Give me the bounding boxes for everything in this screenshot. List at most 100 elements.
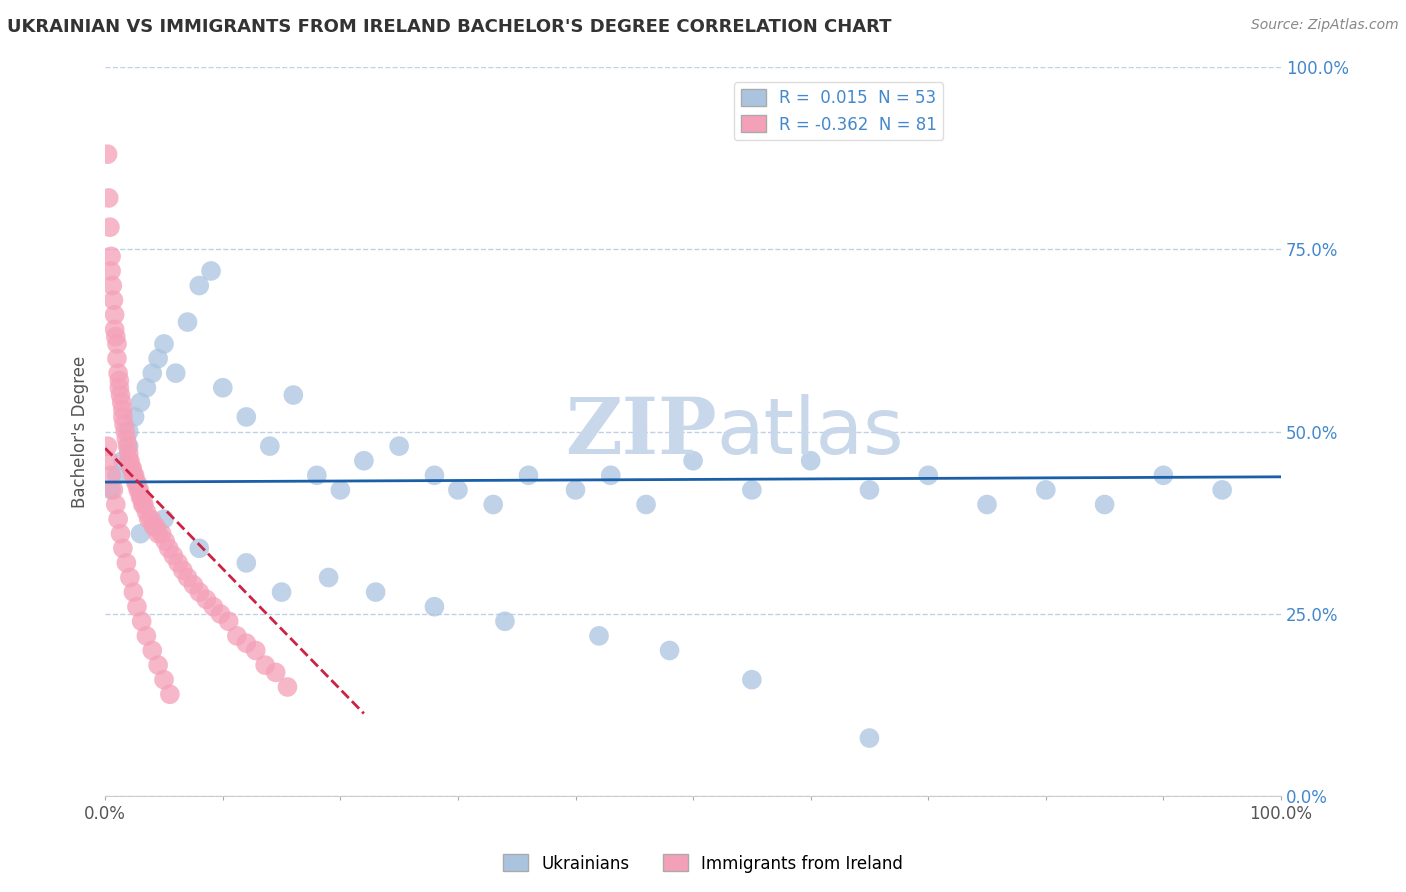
Point [115,432,138,446]
Point [125,475,148,490]
Point [276,680,298,694]
Point [270,585,292,599]
Point [97,147,120,161]
Point [482,498,505,512]
Point [165,366,187,380]
Point [124,409,146,424]
Text: ZIP: ZIP [565,393,717,469]
Point [132,498,155,512]
Point [447,483,470,497]
Point [188,278,211,293]
Point [139,512,162,526]
Point [245,643,267,657]
Point [176,570,198,584]
Point [195,592,218,607]
Point [100,468,122,483]
Point [135,505,157,519]
Point [135,629,157,643]
Legend: R =  0.015  N = 53, R = -0.362  N = 81: R = 0.015 N = 53, R = -0.362 N = 81 [734,82,943,140]
Point [114,425,136,439]
Point [146,658,169,673]
Point [128,483,150,497]
Point [976,498,998,512]
Point [153,673,176,687]
Point [517,468,540,483]
Point [150,526,173,541]
Point [132,498,155,512]
Text: Source: ZipAtlas.com: Source: ZipAtlas.com [1251,18,1399,32]
Point [100,264,122,278]
Point [364,585,387,599]
Point [564,483,586,497]
Point [118,454,141,468]
Point [118,454,141,468]
Point [118,439,141,453]
Legend: Ukrainians, Immigrants from Ireland: Ukrainians, Immigrants from Ireland [496,847,910,880]
Point [118,570,141,584]
Point [146,351,169,366]
Point [209,607,232,621]
Point [138,512,160,526]
Point [225,629,247,643]
Point [176,315,198,329]
Point [141,643,163,657]
Point [741,673,763,687]
Point [858,483,880,497]
Point [122,585,145,599]
Point [107,366,129,380]
Point [658,643,681,657]
Text: atlas: atlas [717,393,904,469]
Point [353,454,375,468]
Point [125,599,148,614]
Point [254,658,277,673]
Point [318,570,340,584]
Point [111,395,134,409]
Point [110,388,132,402]
Point [104,322,127,336]
Point [200,264,222,278]
Point [112,417,135,432]
Point [494,615,516,629]
Y-axis label: Bachelor's Degree: Bachelor's Degree [72,355,89,508]
Point [218,615,240,629]
Point [1211,483,1233,497]
Point [100,249,122,263]
Point [682,454,704,468]
Point [329,483,352,497]
Point [122,468,145,483]
Point [125,475,148,490]
Point [235,409,257,424]
Point [105,468,128,483]
Point [108,373,131,387]
Point [423,468,446,483]
Point [120,461,142,475]
Point [105,351,128,366]
Point [127,483,149,497]
Point [111,409,134,424]
Point [741,483,763,497]
Point [917,468,939,483]
Point [103,293,125,307]
Point [118,425,141,439]
Point [153,337,176,351]
Point [235,636,257,650]
Point [135,381,157,395]
Point [124,468,146,483]
Point [103,483,125,497]
Point [111,454,134,468]
Point [97,454,120,468]
Text: UKRAINIAN VS IMMIGRANTS FROM IRELAND BACHELOR'S DEGREE CORRELATION CHART: UKRAINIAN VS IMMIGRANTS FROM IRELAND BAC… [7,18,891,36]
Point [108,381,131,395]
Point [264,665,287,680]
Point [97,439,120,453]
Point [97,191,120,205]
Point [145,519,167,533]
Point [423,599,446,614]
Point [588,629,610,643]
Point [305,468,328,483]
Point [107,512,129,526]
Point [388,439,411,453]
Point [159,687,181,701]
Point [1152,468,1174,483]
Point [235,556,257,570]
